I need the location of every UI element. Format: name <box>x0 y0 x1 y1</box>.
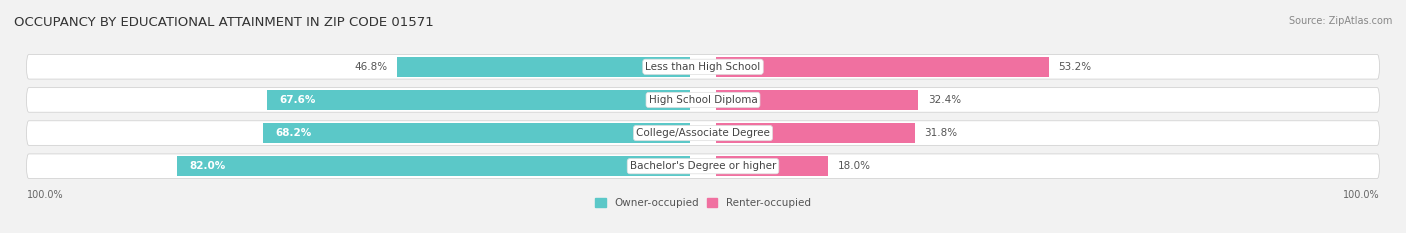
Bar <box>263 123 690 143</box>
Bar <box>398 57 690 77</box>
Bar <box>177 156 690 176</box>
Text: 100.0%: 100.0% <box>1343 190 1379 200</box>
Text: 46.8%: 46.8% <box>354 62 388 72</box>
Text: 18.0%: 18.0% <box>838 161 870 171</box>
Bar <box>267 90 690 110</box>
Text: Source: ZipAtlas.com: Source: ZipAtlas.com <box>1288 16 1392 26</box>
Text: 31.8%: 31.8% <box>924 128 957 138</box>
Bar <box>716 57 1049 77</box>
Text: OCCUPANCY BY EDUCATIONAL ATTAINMENT IN ZIP CODE 01571: OCCUPANCY BY EDUCATIONAL ATTAINMENT IN Z… <box>14 16 434 29</box>
Text: 68.2%: 68.2% <box>276 128 312 138</box>
Text: College/Associate Degree: College/Associate Degree <box>636 128 770 138</box>
Text: 53.2%: 53.2% <box>1059 62 1091 72</box>
Text: 100.0%: 100.0% <box>27 190 63 200</box>
Bar <box>716 123 915 143</box>
Text: 82.0%: 82.0% <box>190 161 226 171</box>
FancyBboxPatch shape <box>27 55 1379 79</box>
Text: High School Diploma: High School Diploma <box>648 95 758 105</box>
Bar <box>716 156 828 176</box>
Text: Bachelor's Degree or higher: Bachelor's Degree or higher <box>630 161 776 171</box>
Bar <box>716 90 918 110</box>
FancyBboxPatch shape <box>27 88 1379 112</box>
FancyBboxPatch shape <box>27 121 1379 145</box>
Text: 67.6%: 67.6% <box>280 95 316 105</box>
FancyBboxPatch shape <box>27 154 1379 178</box>
Text: Less than High School: Less than High School <box>645 62 761 72</box>
Text: 32.4%: 32.4% <box>928 95 960 105</box>
Legend: Owner-occupied, Renter-occupied: Owner-occupied, Renter-occupied <box>595 198 811 208</box>
